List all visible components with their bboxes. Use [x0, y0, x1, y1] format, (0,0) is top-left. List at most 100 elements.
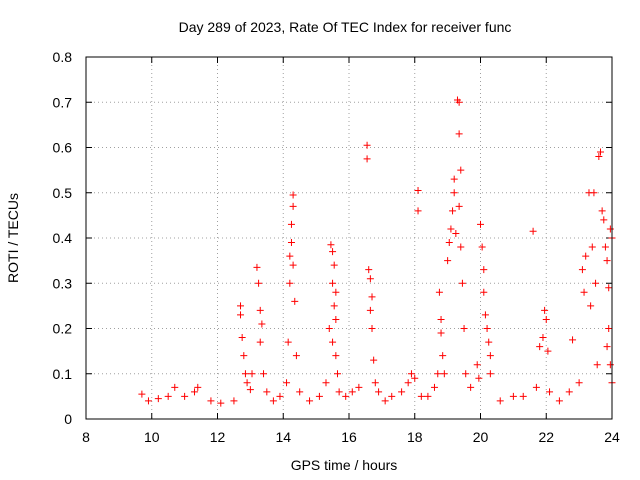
data-point: [596, 148, 604, 156]
data-point: [330, 261, 338, 269]
data-point: [485, 338, 493, 346]
data-point: [555, 397, 563, 405]
x-tick-label: 16: [341, 429, 357, 445]
plot-frame: [85, 56, 613, 420]
data-point: [605, 325, 613, 332]
data-point: [253, 263, 261, 271]
x-tick-label: 18: [407, 429, 423, 445]
data-point: [601, 243, 609, 251]
data-point: [590, 189, 598, 197]
data-point: [138, 390, 146, 398]
data-point: [582, 252, 590, 260]
y-tick-label: 0.3: [53, 275, 73, 291]
data-point: [519, 392, 527, 400]
data-point: [449, 207, 457, 215]
data-point: [333, 370, 341, 378]
data-point: [243, 379, 251, 387]
data-point: [430, 383, 438, 391]
data-point: [546, 388, 554, 396]
data-point: [289, 261, 297, 269]
data-point: [509, 392, 517, 400]
data-point: [455, 130, 463, 138]
y-axis-ticks: 0 0.1 0.2 0.3 0.4 0.5 0.6 0.7 0.8: [53, 49, 612, 427]
data-point: [455, 98, 463, 106]
y-tick-label: 0.5: [53, 185, 73, 201]
data-point: [332, 288, 340, 296]
data-point: [595, 153, 603, 161]
data-point: [194, 383, 202, 391]
data-point: [276, 392, 284, 400]
data-point: [322, 379, 330, 387]
data-point: [164, 392, 172, 400]
data-point: [366, 306, 374, 314]
x-tick-label: 20: [473, 429, 489, 445]
y-tick-label: 0.8: [53, 49, 73, 65]
grid-lines: [86, 57, 612, 419]
data-point: [486, 370, 494, 378]
data-point: [542, 315, 550, 323]
data-point: [481, 311, 489, 319]
data-point: [593, 361, 601, 369]
x-tick-label: 14: [275, 429, 291, 445]
data-point: [190, 388, 198, 396]
x-tick-label: 12: [210, 429, 226, 445]
data-point: [365, 266, 373, 274]
data-point: [544, 347, 552, 355]
chart-title: Day 289 of 2023, Rate Of TEC Index for r…: [179, 19, 512, 35]
data-point: [483, 325, 491, 332]
x-tick-label: 10: [144, 429, 160, 445]
data-point: [603, 257, 611, 265]
y-tick-label: 0.4: [53, 230, 73, 246]
data-point: [532, 383, 540, 391]
x-tick-label: 8: [82, 429, 90, 445]
data-point: [237, 311, 245, 319]
data-point: [144, 397, 152, 405]
data-point: [240, 352, 248, 360]
data-point: [335, 388, 343, 396]
data-point: [329, 279, 337, 287]
data-point: [600, 216, 608, 224]
data-point: [588, 243, 596, 251]
data-point: [289, 191, 297, 199]
data-point: [315, 392, 323, 400]
data-point: [467, 383, 475, 391]
data-point: [363, 155, 371, 163]
data-point: [439, 352, 447, 360]
data-point: [603, 343, 611, 351]
data-point: [286, 279, 294, 287]
data-point: [598, 207, 606, 215]
data-point: [587, 302, 595, 310]
data-point: [458, 279, 466, 287]
data-point: [368, 325, 376, 332]
data-point: [580, 288, 588, 296]
data-point: [287, 220, 295, 228]
data-point: [592, 279, 600, 287]
data-point: [207, 397, 215, 405]
data-point: [437, 329, 445, 337]
y-tick-label: 0.2: [53, 321, 73, 337]
data-point: [375, 388, 383, 396]
data-point: [475, 374, 483, 382]
y-tick-label: 0.6: [53, 140, 73, 156]
data-point: [241, 370, 249, 378]
data-point: [355, 383, 363, 391]
data-point: [440, 370, 448, 378]
data-point: [332, 352, 340, 360]
data-point: [606, 361, 614, 369]
data-points: [138, 96, 616, 407]
data-point: [450, 189, 458, 197]
data-point: [434, 370, 442, 378]
data-point: [371, 379, 379, 387]
data-point: [283, 379, 291, 387]
data-point: [569, 336, 577, 344]
data-point: [258, 320, 266, 328]
data-point: [260, 370, 268, 378]
x-tick-label: 24: [604, 429, 620, 445]
data-point: [381, 397, 389, 405]
data-point: [363, 141, 371, 149]
data-point: [435, 288, 443, 296]
x-axis-label: GPS time / hours: [291, 457, 398, 473]
x-tick-label: 22: [538, 429, 554, 445]
data-point: [455, 202, 463, 210]
